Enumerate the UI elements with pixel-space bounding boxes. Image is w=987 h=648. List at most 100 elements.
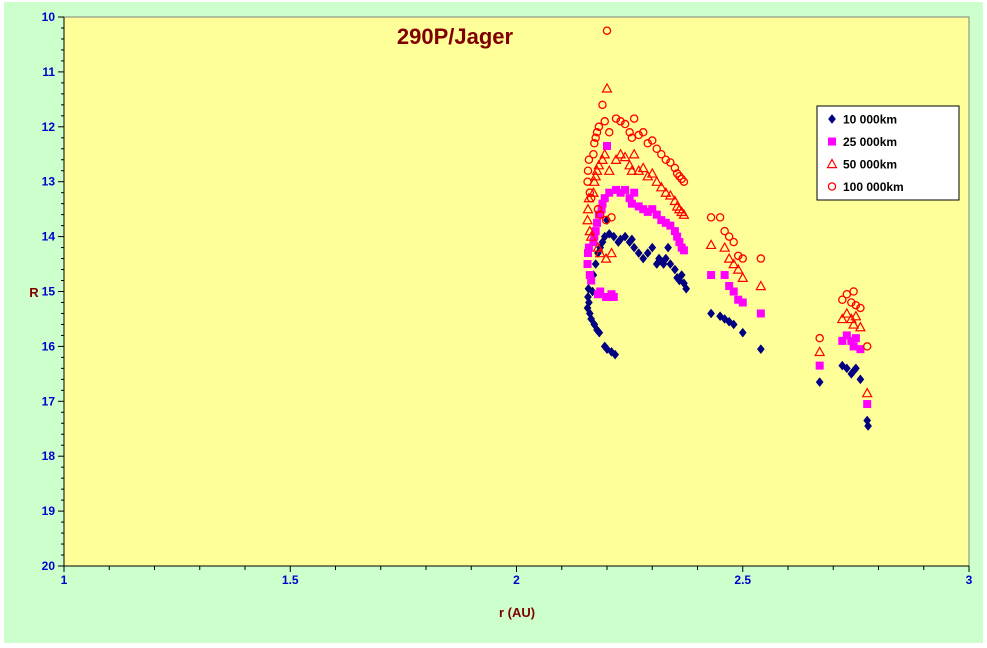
data-point [584,243,593,252]
data-point [673,232,682,241]
data-point [620,119,630,129]
data-point [583,260,592,269]
data-point [705,239,717,250]
data-point [729,287,738,296]
y-tick-label: 20 [42,559,56,573]
data-point [590,139,599,148]
data-point [664,242,673,253]
data-point [616,188,625,197]
data-point [842,363,851,374]
data-point [596,287,605,296]
data-point [841,307,853,318]
data-point [725,316,734,327]
data-point [615,148,627,159]
x-tick-label: 2 [513,573,520,587]
data-point [582,203,594,214]
data-point [661,218,670,227]
data-point [854,321,866,332]
y-tick-label: 11 [42,65,55,79]
data-point [725,282,734,291]
data-point [607,213,616,222]
data-point [589,238,598,247]
data-point [648,205,657,214]
data-point [582,214,594,225]
data-point [625,128,634,137]
data-point [585,230,597,241]
legend: 10 000km 25 000km 50 000km 100 000km [816,105,960,201]
plot-area [63,16,970,567]
data-point [660,186,672,197]
data-point [610,154,622,164]
data-point [591,164,603,175]
data-point [591,227,600,236]
data-point [756,344,765,355]
data-point [815,377,824,387]
data-point [593,204,603,214]
series-2-points [583,142,872,409]
data-point [729,237,738,247]
data-point [851,363,860,374]
data-point [737,272,749,282]
y-tick-label: 17 [42,394,56,408]
data-point [815,333,824,343]
data-point [756,254,766,263]
data-point [723,252,735,263]
data-point [666,158,675,167]
data-point [706,213,716,222]
data-point [639,253,648,264]
data-point [587,186,599,197]
legend-box [816,105,960,201]
data-point [646,167,658,178]
legend-label: 25 000km [843,135,897,149]
data-point [602,292,611,301]
data-point [583,192,595,203]
data-point [630,188,639,197]
data-point [590,170,602,181]
data-point [838,336,847,345]
data-point [634,130,643,140]
data-point [734,295,743,304]
legend-label: 100 000km [843,180,904,194]
data-point [651,175,663,186]
data-point [611,114,621,123]
legend-label: 10 000km [843,113,897,127]
data-point [621,185,630,194]
data-point [652,144,662,154]
y-tick-label: 19 [42,504,56,518]
data-point [584,297,593,308]
data-point [661,155,671,164]
data-point [626,164,638,175]
legend-marker [828,137,836,146]
data-point [845,313,857,324]
x-tick-label: 3 [966,573,973,587]
data-point [594,210,603,219]
data-point [715,213,725,222]
data-point [584,155,594,164]
data-point [720,226,729,236]
data-point [814,346,826,357]
data-point [596,154,608,164]
data-point [643,139,652,148]
data-point [619,151,631,162]
data-point [598,199,607,208]
data-point [594,247,606,258]
data-point [593,218,602,227]
data-point [729,319,738,330]
data-point [666,221,675,230]
data-point [719,241,731,252]
y-tick-label: 14 [42,230,56,244]
data-point [605,128,614,137]
data-point [673,203,685,214]
data-point [677,270,686,280]
y-axis-title: R [29,285,39,300]
data-point [643,207,652,216]
data-point [661,253,670,264]
data-point [609,292,618,301]
data-point [847,336,856,345]
legend-marker [828,114,836,124]
data-point [648,136,657,145]
data-point [669,195,681,206]
data-point [733,251,743,261]
data-point [583,177,592,186]
